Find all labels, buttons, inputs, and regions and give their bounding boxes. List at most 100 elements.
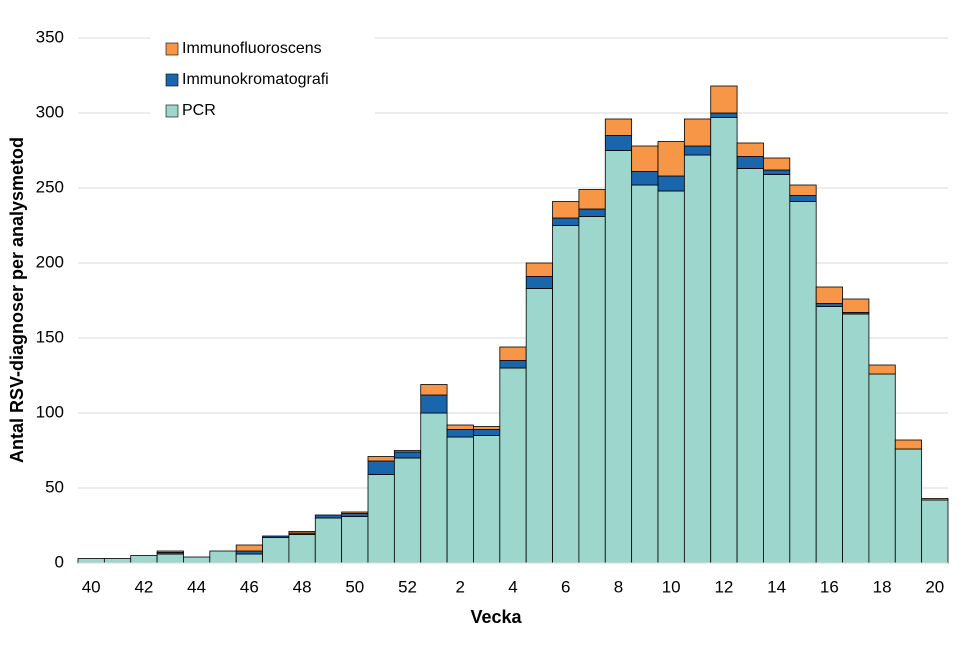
y-tick-label: 350 xyxy=(36,27,64,46)
y-tick-label: 250 xyxy=(36,177,64,196)
bar-segment xyxy=(736,142,764,157)
bar-segment xyxy=(446,424,474,430)
bar-segment xyxy=(815,306,843,564)
x-tick-label: 20 xyxy=(925,577,944,596)
x-tick-label: 8 xyxy=(614,577,623,596)
bar-segment xyxy=(894,448,923,564)
x-tick-label: 46 xyxy=(240,577,259,596)
bar-segment xyxy=(631,145,659,172)
legend-swatch xyxy=(165,73,179,87)
bar-segment xyxy=(235,553,263,564)
bar-segment xyxy=(314,517,343,564)
bar-segment xyxy=(552,201,580,219)
bar-segment xyxy=(473,429,501,436)
x-tick-label: 50 xyxy=(345,577,364,596)
y-tick-label: 300 xyxy=(36,102,64,121)
bar-segment xyxy=(446,429,474,438)
bar-segment xyxy=(868,373,896,564)
y-tick-label: 100 xyxy=(36,402,64,421)
bar-segment xyxy=(420,412,448,564)
bar-segment xyxy=(710,117,738,564)
x-tick-label: 18 xyxy=(873,577,892,596)
bar-segment xyxy=(710,85,738,114)
x-tick-label: 12 xyxy=(714,577,733,596)
x-axis-title: Vecka xyxy=(470,607,522,627)
bar-segment xyxy=(736,156,764,169)
bar-segment xyxy=(631,171,659,186)
bar-segment xyxy=(341,516,369,564)
bar-segment xyxy=(393,450,422,453)
bar-segment xyxy=(683,154,712,564)
bar-segment xyxy=(130,555,158,564)
bar-segment xyxy=(314,514,343,519)
bar-segment xyxy=(393,457,422,564)
bar-segment xyxy=(894,439,923,450)
bar-segment xyxy=(341,513,369,517)
bar-segment xyxy=(209,550,237,564)
bar-segment xyxy=(578,208,606,217)
legend-swatch xyxy=(165,104,179,118)
bar-segment xyxy=(525,288,553,564)
x-tick-label: 4 xyxy=(508,577,517,596)
bar-segment xyxy=(262,535,290,538)
bar-segment xyxy=(815,286,843,304)
bar-segment xyxy=(183,556,211,564)
bar-segment xyxy=(235,544,263,552)
bar-segment xyxy=(288,534,316,564)
bar-segment xyxy=(842,313,870,564)
legend-label: PCR xyxy=(182,102,216,119)
bar-segment xyxy=(77,558,105,564)
bar-segment xyxy=(736,168,764,564)
x-tick-label: 10 xyxy=(662,577,681,596)
bar-segment xyxy=(789,195,817,202)
bar-segment xyxy=(578,216,606,564)
bar-segment xyxy=(789,201,817,564)
bar-segment xyxy=(552,225,580,564)
bar-segment xyxy=(341,511,369,514)
bar-segment xyxy=(868,364,896,375)
bar-segment xyxy=(657,190,685,564)
bar-segment xyxy=(525,262,553,277)
bar-segment xyxy=(420,394,448,414)
bar-segment xyxy=(631,184,659,564)
bar-segment xyxy=(499,360,527,369)
bar-segment xyxy=(657,175,685,192)
bar-segment xyxy=(683,118,712,147)
bar-segment xyxy=(789,184,817,196)
bar-segment xyxy=(262,537,290,564)
bar-segment xyxy=(156,553,184,564)
x-tick-label: 52 xyxy=(398,577,417,596)
bar-segment xyxy=(763,174,791,564)
x-tick-label: 16 xyxy=(820,577,839,596)
x-tick-label: 42 xyxy=(134,577,153,596)
y-tick-label: 150 xyxy=(36,327,64,346)
bar-segment xyxy=(103,558,132,564)
bar-segment xyxy=(604,150,633,564)
bar-segment xyxy=(473,426,501,430)
legend-label: Immunokromatografi xyxy=(182,71,329,88)
bar-segment xyxy=(446,436,474,564)
x-tick-label: 14 xyxy=(767,577,786,596)
bar-segment xyxy=(683,145,712,156)
bar-segment xyxy=(604,135,633,151)
bar-segment xyxy=(235,550,263,555)
legend-label: Immunofluoroscens xyxy=(182,40,322,57)
bar-segment xyxy=(842,298,870,313)
y-tick-label: 0 xyxy=(55,552,64,571)
bar-segment xyxy=(420,384,448,396)
legend-background xyxy=(150,28,375,124)
bar-segment xyxy=(367,460,395,475)
bar-segment xyxy=(473,435,501,564)
y-tick-label: 200 xyxy=(36,252,64,271)
bar-segment xyxy=(393,451,422,459)
bar-segment xyxy=(763,169,791,175)
x-tick-label: 2 xyxy=(456,577,465,596)
bar-segment xyxy=(499,346,527,361)
bar-segment xyxy=(367,456,395,462)
bar-segment xyxy=(288,531,316,534)
bar-segment xyxy=(552,217,580,226)
x-tick-label: 6 xyxy=(561,577,570,596)
bar-segment xyxy=(156,550,184,553)
bar-segment xyxy=(657,141,685,177)
